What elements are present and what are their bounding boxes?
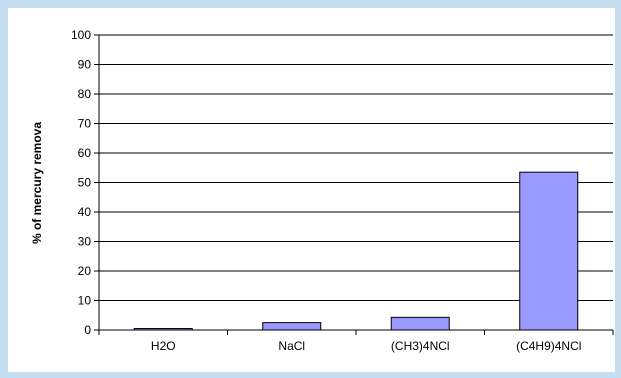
x-tick-label: (C4H9)4NCl <box>516 339 581 353</box>
x-tick-label: NaCl <box>278 339 305 353</box>
y-tick-label: 100 <box>71 28 91 42</box>
x-tick-label: H2O <box>151 339 176 353</box>
y-tick-label: 70 <box>78 117 92 131</box>
bar-2 <box>390 316 450 331</box>
gridlines <box>99 34 613 301</box>
bars <box>133 171 579 331</box>
x-tick-label: (CH3)4NCl <box>391 339 450 353</box>
y-tick-label: 50 <box>78 176 92 190</box>
y-axis-title: % of mercury remova <box>30 122 44 244</box>
y-tick-label: 90 <box>78 58 92 72</box>
bar-3 <box>519 171 579 331</box>
chart-frame: 0 10 20 30 40 50 60 70 80 90 100 H2O NaCl (CH3)4NCl (… <box>8 8 615 372</box>
y-tick-label: 10 <box>78 294 92 308</box>
y-tick-label: 60 <box>78 146 92 160</box>
x-tick-labels: H2O NaCl (CH3)4NCl (C4H9)4NCl <box>151 339 582 353</box>
y-tick-label: 20 <box>78 264 92 278</box>
bar-chart: 0 10 20 30 40 50 60 70 80 90 100 H2O NaCl (CH3)4NCl (… <box>30 28 614 353</box>
y-tick-label: 40 <box>78 205 92 219</box>
bar-1 <box>262 322 322 331</box>
axes <box>94 34 614 335</box>
y-tick-labels: 0 10 20 30 40 50 60 70 80 90 100 <box>71 28 91 337</box>
y-tick-label: 0 <box>84 323 91 337</box>
y-tick-label: 30 <box>78 235 92 249</box>
y-tick-label: 80 <box>78 87 92 101</box>
